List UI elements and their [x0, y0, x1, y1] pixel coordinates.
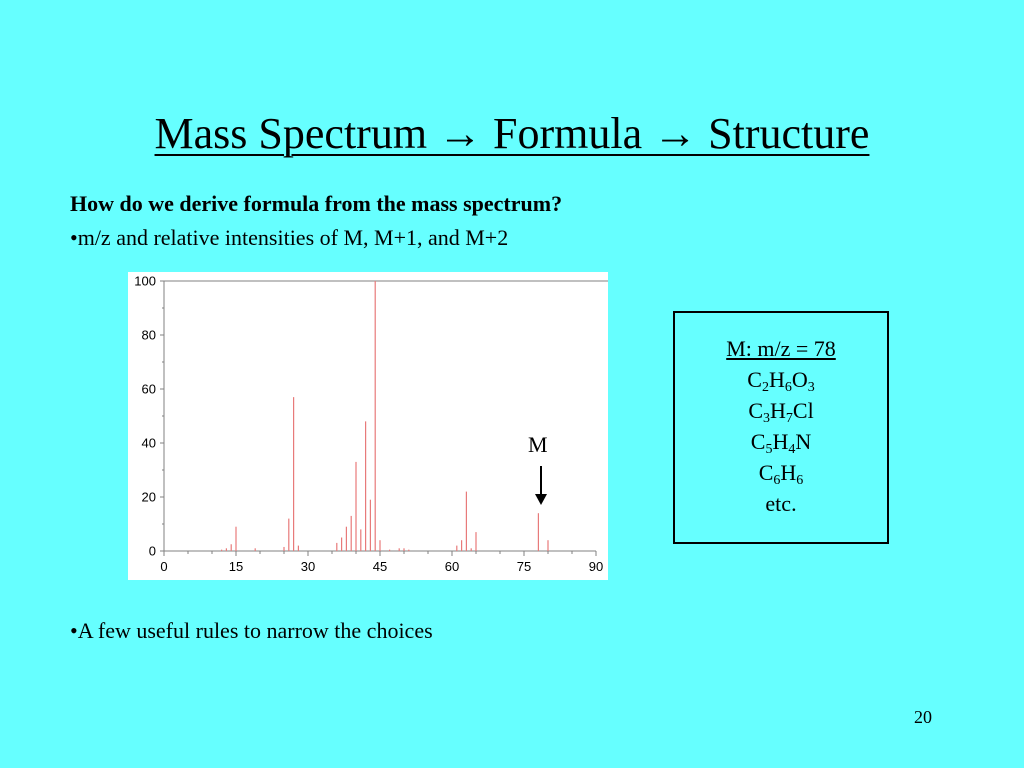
mass-spectrum-chart: 0 20 40 60 80 100 0 15 30 45 60 75 90 — [128, 272, 608, 580]
formula-element: H — [768, 367, 785, 392]
question-text: How do we derive formula from the mass s… — [70, 191, 563, 216]
y-tick-label: 80 — [142, 328, 156, 343]
formula-subscript: 3 — [807, 380, 815, 395]
formula-element: N — [795, 429, 812, 454]
formula-subscript: 7 — [785, 411, 793, 426]
formula-candidates-box: M: m/z = 78 C2H6O3 C3H7Cl C5H4N C6H6 etc. — [673, 311, 889, 544]
bullet-mz-intensities: •m/z and relative intensities of M, M+1,… — [70, 225, 509, 250]
formula-subscript: 3 — [763, 411, 770, 426]
formula-element: C — [747, 367, 762, 392]
formula-element: C — [750, 429, 766, 454]
formula-subscript: 4 — [788, 442, 796, 457]
y-tick-label: 0 — [149, 544, 156, 559]
slide-title-text: Mass Spectrum → Formula → Structure — [154, 109, 870, 158]
formula-subscript: 6 — [773, 473, 781, 488]
x-tick-label: 75 — [517, 559, 531, 574]
x-tick-label: 15 — [229, 559, 243, 574]
formula-item: C6H6 — [675, 457, 887, 488]
formula-element: Cl — [792, 398, 814, 423]
formula-list: C2H6O3 C3H7Cl C5H4N C6H6 — [675, 364, 887, 488]
formula-item: C5H4N — [675, 426, 887, 457]
formula-item: C3H7Cl — [675, 395, 887, 426]
x-tick-label: 45 — [373, 559, 387, 574]
x-tick-label: 90 — [589, 559, 603, 574]
molecular-ion-heading: M: m/z = 78 — [726, 336, 836, 361]
formula-element: H — [772, 429, 789, 454]
x-tick-label: 0 — [160, 559, 167, 574]
x-tick-label: 30 — [301, 559, 315, 574]
formula-element: C — [758, 460, 774, 485]
y-tick-label: 100 — [134, 274, 156, 289]
bullet-useful-rules: •A few useful rules to narrow the choice… — [70, 618, 433, 643]
formula-item: C2H6O3 — [675, 364, 887, 395]
formula-etc: etc. — [765, 491, 797, 516]
molecular-ion-label: M — [528, 432, 548, 457]
y-tick-label: 20 — [142, 490, 156, 505]
formula-element: H — [780, 460, 797, 485]
formula-element: H — [770, 398, 786, 423]
formula-subscript: 5 — [765, 442, 773, 457]
slide-title: Mass Spectrum → Formula → Structure — [0, 108, 1024, 160]
formula-element: C — [748, 398, 763, 423]
molecular-ion-arrow — [535, 466, 547, 505]
formula-element: O — [791, 367, 808, 392]
formula-subscript: 6 — [784, 380, 792, 395]
x-tick-label: 60 — [445, 559, 459, 574]
y-tick-label: 60 — [142, 382, 156, 397]
formula-subscript: 6 — [796, 473, 804, 488]
slide-number: 20 — [914, 707, 932, 727]
formula-subscript: 2 — [761, 380, 769, 395]
y-tick-label: 40 — [142, 436, 156, 451]
mass-spectrum-svg: 0 20 40 60 80 100 0 15 30 45 60 75 90 — [134, 274, 608, 574]
